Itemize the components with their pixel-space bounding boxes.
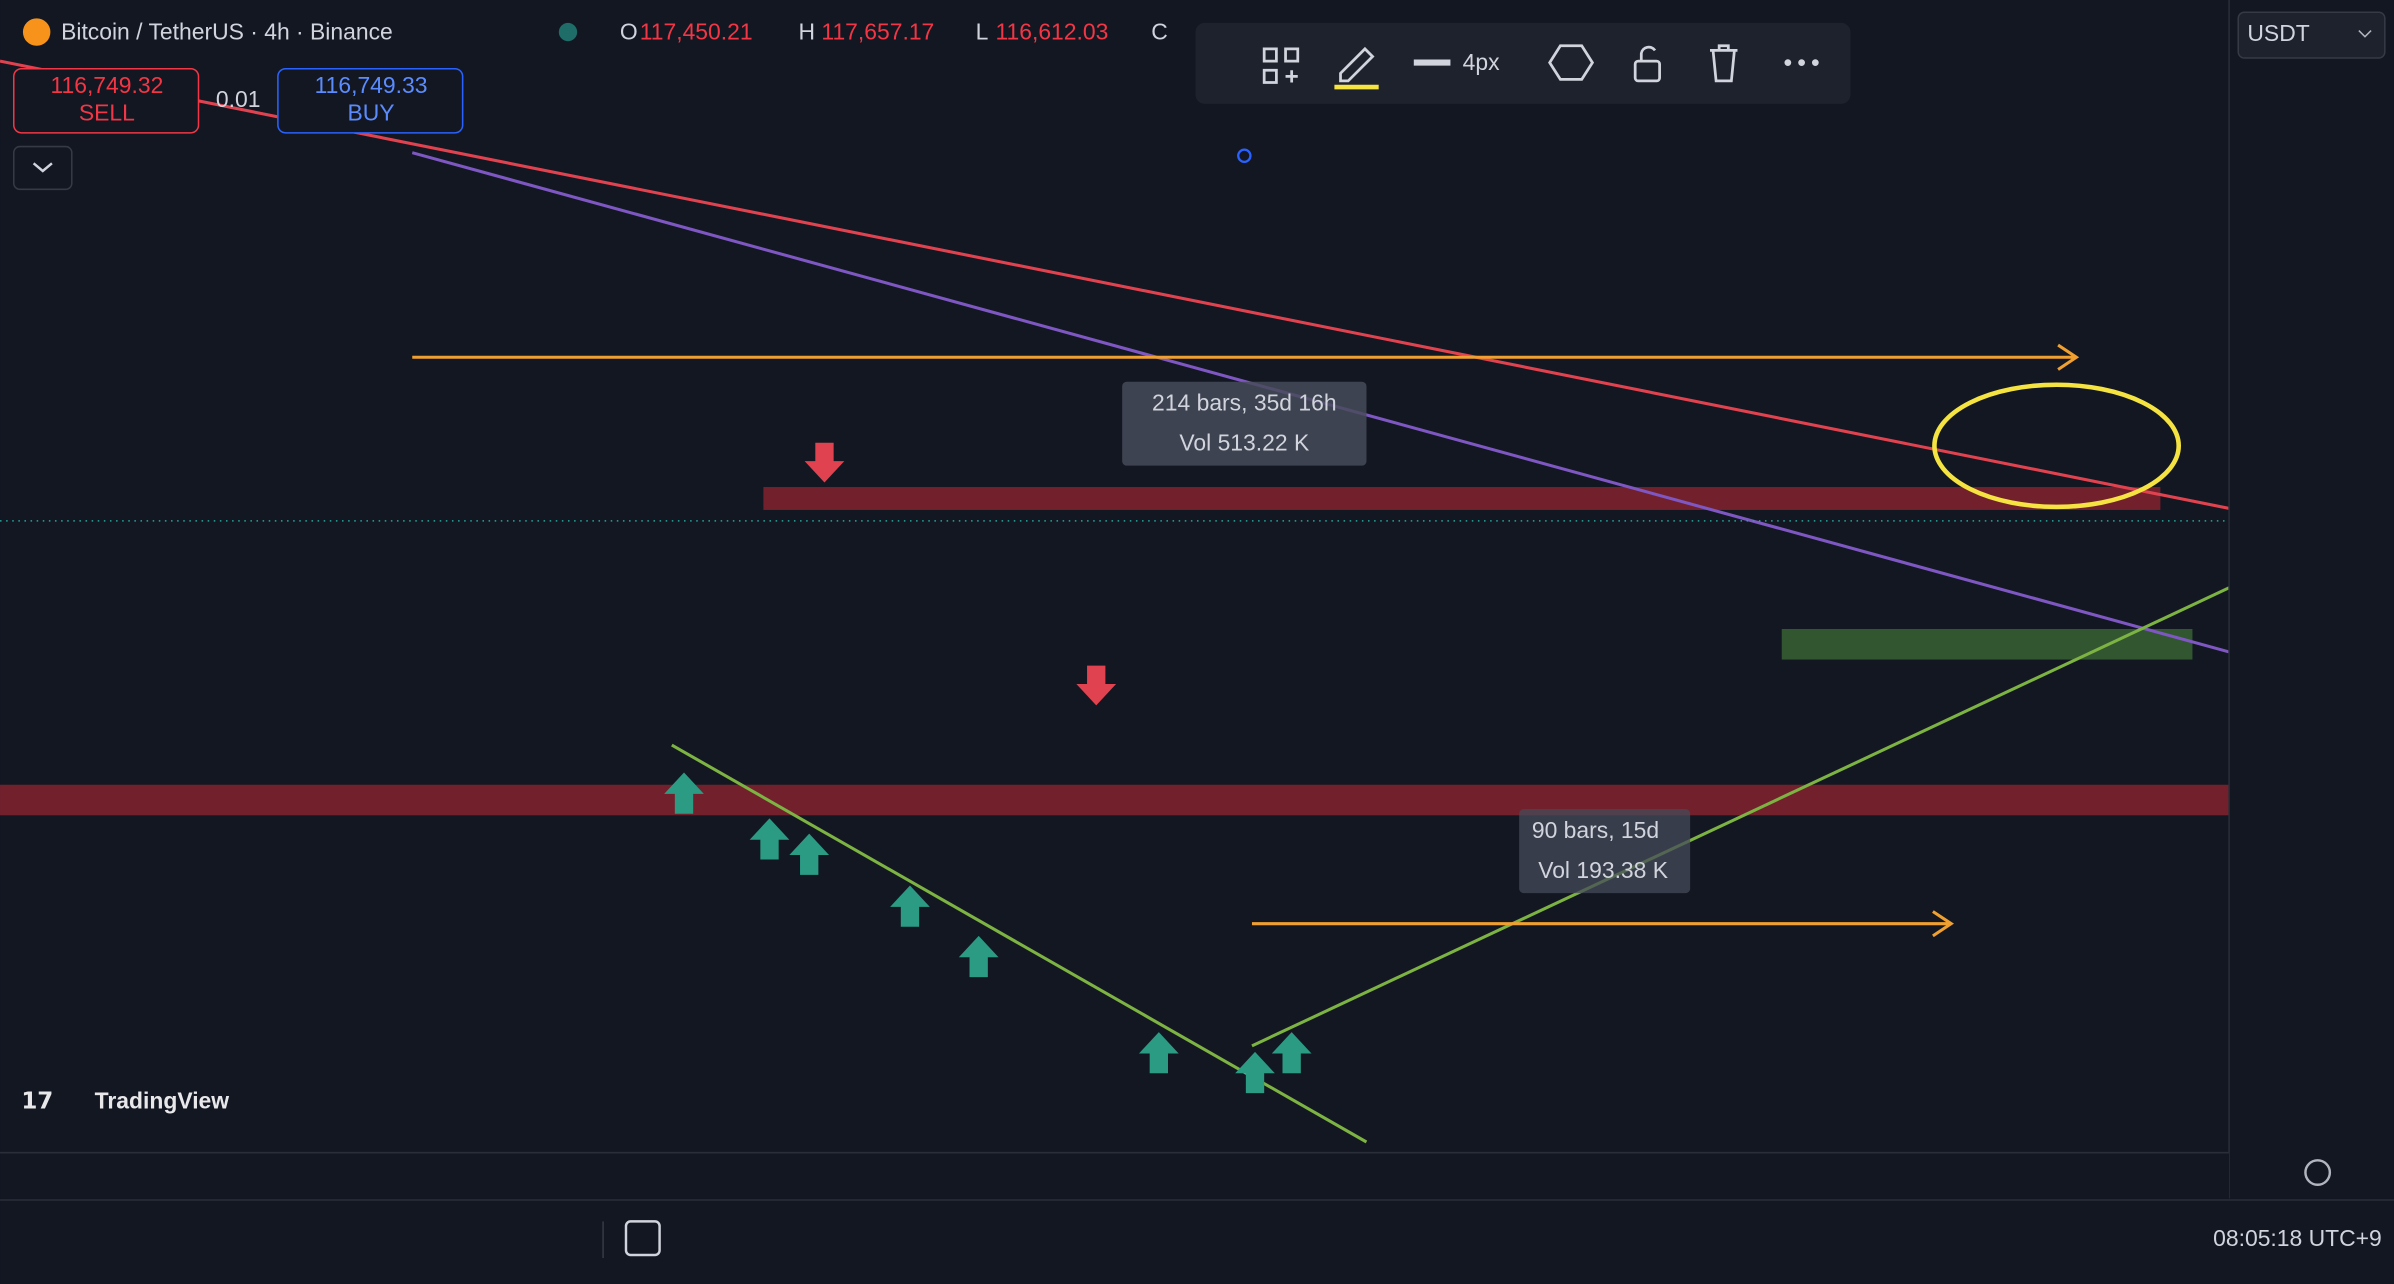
drawing-toolbar — [1195, 22, 1851, 104]
chevron — [2358, 29, 2372, 38]
measure-box — [1519, 809, 1691, 894]
brand-logo: 𝟭𝟳 — [21, 1087, 53, 1113]
measure-bars: 90 bars, 15d — [1532, 817, 1659, 843]
measurements: 214 bars, 35d 16h Vol 513.22 K 90 bars, … — [1122, 381, 1691, 894]
settings-icon[interactable] — [2304, 1159, 2332, 1186]
up-arrow — [1235, 1051, 1275, 1094]
up-arrow — [890, 885, 930, 927]
chevron — [32, 162, 53, 173]
up-arrow — [664, 772, 704, 814]
up-arrow — [749, 818, 790, 860]
up-arrow — [789, 833, 830, 875]
up-arrow — [1138, 1032, 1179, 1074]
ohlc-label: L — [976, 19, 989, 45]
currency: USDT — [2247, 20, 2309, 46]
up-arrow — [958, 935, 999, 978]
ohlc-label: H — [799, 19, 816, 45]
ohlc-value: 117,450.21 — [640, 19, 753, 45]
delete-icon[interactable] — [1709, 44, 1738, 83]
highlight-ellipse — [1932, 382, 2181, 510]
template-icon[interactable] — [1262, 47, 1300, 84]
arrow-line — [412, 343, 2080, 371]
anchor-point — [1237, 148, 1252, 163]
line-width[interactable]: 4px — [1463, 49, 1500, 75]
ohlc-value: 117,657.17 — [821, 19, 934, 45]
buy-button[interactable] — [277, 67, 464, 134]
lock-icon[interactable] — [1633, 59, 1661, 83]
currency-select[interactable] — [2237, 11, 2386, 59]
trend-line — [0, 59, 2230, 510]
measure-volume: Vol 193.38 K — [1538, 857, 1669, 883]
symbol[interactable]: Bitcoin / TetherUS · 4h · Binance — [61, 19, 393, 45]
brand: TradingView — [95, 1087, 230, 1113]
sell-price: 116,749.32 — [50, 72, 163, 98]
clock: 08:05:18 UTC+9 — [2213, 1225, 2382, 1251]
up-arrow — [1271, 1032, 1312, 1074]
buy-label: BUY — [347, 100, 394, 126]
time-axis — [0, 1152, 2230, 1199]
measure-bars: 214 bars, 35d 16h — [1152, 390, 1337, 416]
sell-label: SELL — [79, 100, 135, 126]
date-range-icon[interactable] — [624, 1220, 661, 1257]
quantity[interactable]: 0.01 — [216, 86, 261, 112]
down-arrow — [804, 442, 845, 483]
measure-box — [1122, 381, 1367, 466]
arrow-line — [1251, 910, 1954, 938]
trend-line — [1251, 586, 2230, 1048]
buy-price: 116,749.33 — [315, 72, 428, 98]
down-arrow — [1076, 665, 1117, 706]
resistance-zone — [763, 487, 2161, 510]
measure-volume: Vol 513.22 K — [1179, 429, 1310, 455]
demand-zone — [1781, 629, 2193, 660]
coin-icon — [22, 18, 51, 46]
collapse-button[interactable] — [13, 145, 73, 191]
visibility-icon[interactable] — [1548, 44, 1595, 81]
ohlc-label: C — [1151, 19, 1168, 45]
sell-button[interactable] — [13, 67, 200, 134]
arrow-markers — [664, 442, 1312, 1094]
ohlc-label: O — [620, 19, 638, 45]
status-dot — [558, 22, 578, 42]
price-axis — [2229, 0, 2394, 1199]
ohlc-value: 116,612.03 — [995, 19, 1108, 45]
pencil-icon[interactable] — [1339, 46, 1375, 83]
drawings — [0, 487, 2230, 816]
support-zone — [0, 784, 2230, 816]
